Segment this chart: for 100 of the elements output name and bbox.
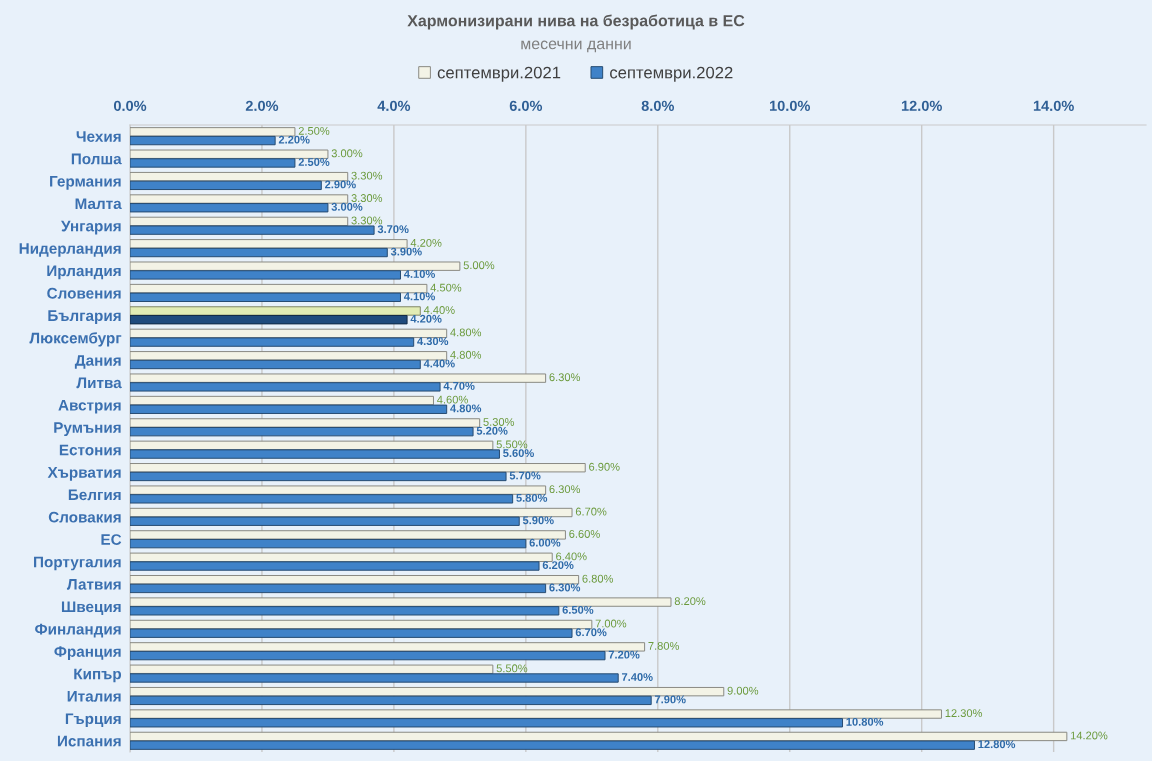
bar: [130, 158, 296, 168]
x-tick-label: 14.0%: [1033, 100, 1074, 112]
bar: [130, 261, 461, 271]
y-tick-label: Гърция: [65, 713, 121, 728]
data-label: 2.20%: [278, 135, 310, 144]
x-tick-label: 6.0%: [509, 100, 543, 112]
y-tick-label: Полша: [71, 153, 122, 165]
chart-title: Хармонизирани нива на безработица в ЕС: [407, 14, 745, 30]
y-tick-label: Люксембург: [29, 332, 122, 347]
bar: [130, 471, 507, 482]
data-label: 6.30%: [549, 485, 581, 494]
data-label: 6.30%: [549, 373, 581, 382]
y-tick-label: ЕС: [101, 534, 122, 545]
data-label: 4.80%: [450, 404, 482, 413]
data-label: 12.80%: [978, 740, 1016, 749]
bar: [130, 583, 547, 594]
data-label: 6.50%: [562, 605, 594, 614]
data-label: 3.90%: [390, 247, 422, 256]
y-tick-label: Хърватия: [47, 467, 121, 481]
bar: [130, 373, 547, 383]
data-label: 4.20%: [410, 238, 442, 247]
bar: [130, 135, 276, 146]
bar: [130, 485, 547, 495]
x-tick-label: 10.0%: [769, 100, 811, 112]
bar: [130, 606, 560, 616]
data-label: 4.80%: [450, 350, 482, 359]
data-label: 6.70%: [575, 628, 607, 637]
data-label: 5.50%: [496, 664, 528, 673]
data-label: 4.70%: [443, 382, 475, 390]
y-tick-label: Испания: [57, 735, 121, 747]
data-label: 7.80%: [648, 641, 680, 650]
data-label: 8.20%: [674, 597, 706, 606]
data-label: 4.30%: [417, 337, 449, 346]
data-label: 10.80%: [846, 717, 884, 726]
bar: [130, 404, 448, 414]
bar: [130, 359, 421, 370]
bar: [130, 530, 566, 540]
data-label: 5.30%: [483, 418, 515, 426]
y-tick-label: Белгия: [68, 489, 121, 501]
bar: [130, 664, 494, 674]
y-tick-label: Кипър: [74, 668, 122, 683]
y-tick-label: Финландия: [35, 623, 121, 638]
bar: [130, 718, 844, 728]
data-label: 5.80%: [516, 493, 548, 502]
data-label: 5.50%: [496, 440, 528, 449]
bar: [130, 463, 586, 473]
x-tick-label: 8.0%: [641, 100, 675, 112]
data-label: 5.60%: [503, 449, 534, 458]
data-label: 4.10%: [403, 292, 435, 301]
data-label: 6.70%: [575, 507, 607, 516]
y-tick-label: Швеция: [61, 601, 121, 616]
data-label: 2.50%: [298, 126, 330, 135]
y-tick-label: Словения: [47, 287, 121, 299]
bar: [130, 292, 401, 302]
y-tick-label: Ирландия: [47, 265, 121, 280]
data-label: 4.20%: [410, 314, 442, 323]
data-label: 4.50%: [430, 283, 462, 292]
bar: [130, 552, 553, 562]
data-label: 6.20%: [542, 561, 574, 570]
data-label: 6.80%: [582, 574, 614, 583]
data-label: 5.70%: [509, 471, 541, 480]
bar: [130, 225, 375, 235]
bar: [130, 449, 500, 459]
bar: [130, 203, 329, 213]
bar: [130, 149, 329, 159]
y-tick-label: Естония: [59, 444, 121, 456]
data-label: 6.60%: [569, 530, 600, 538]
data-label: 6.90%: [589, 462, 620, 471]
bar: [130, 440, 494, 451]
x-tick-label: 0.0%: [113, 100, 147, 112]
y-tick-label: Германия: [50, 176, 121, 190]
y-tick-label: Австрия: [58, 399, 121, 414]
bar: [130, 426, 474, 437]
bar: [130, 494, 514, 504]
data-label: 4.40%: [423, 306, 455, 314]
y-tick-label: Литва: [76, 377, 122, 389]
bar: [130, 709, 942, 719]
bar: [130, 538, 527, 549]
bar: [130, 315, 408, 325]
data-label: 7.90%: [654, 695, 686, 704]
data-label: 3.30%: [351, 171, 383, 180]
legend-label: септември.2022: [610, 66, 733, 82]
bar: [130, 382, 441, 392]
y-tick-label: Франция: [54, 646, 121, 660]
bar: [130, 597, 672, 607]
bar: [130, 270, 401, 280]
bar: [130, 337, 415, 347]
data-label: 7.00%: [595, 619, 627, 628]
bar: [130, 247, 388, 258]
data-label: 3.00%: [331, 149, 363, 158]
bar: [130, 695, 652, 706]
data-label: 3.30%: [351, 216, 383, 225]
data-label: 4.80%: [450, 328, 482, 337]
y-tick-label: Италия: [67, 691, 121, 702]
bar: [130, 642, 646, 652]
data-label: 5.20%: [476, 426, 508, 435]
y-tick-label: Дания: [74, 355, 121, 369]
chart-subtitle: месечни данни: [521, 40, 631, 53]
data-label: 3.00%: [331, 202, 363, 211]
y-tick-label: Португалия: [34, 556, 121, 571]
